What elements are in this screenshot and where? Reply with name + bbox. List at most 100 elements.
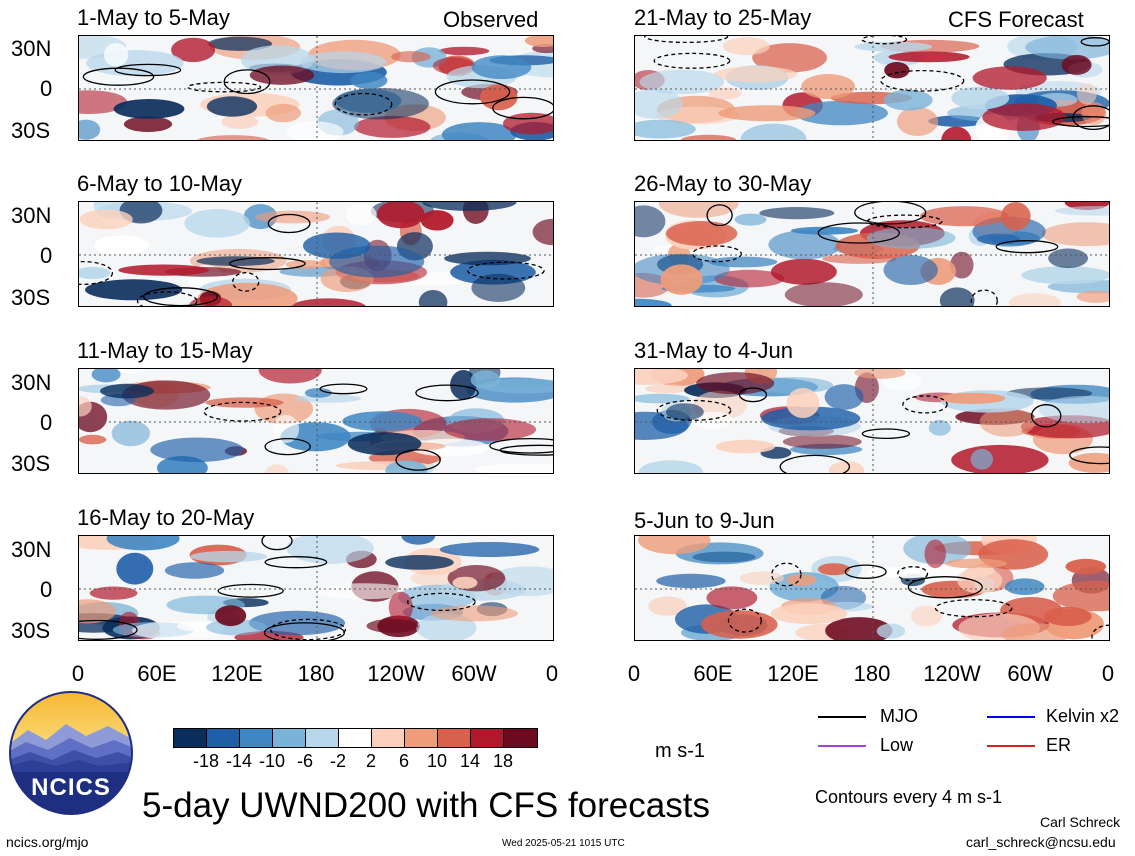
- mjo-contour: [727, 608, 762, 633]
- mjo-contour: [407, 592, 476, 612]
- anomaly-blob: [332, 88, 429, 120]
- anomaly-blob: [782, 434, 862, 449]
- mjo-contour: [434, 79, 511, 105]
- colorbar: [173, 728, 538, 748]
- contour-note: Contours every 4 m s-1: [815, 787, 1003, 807]
- anomaly-blob: [635, 119, 696, 139]
- anomaly-blob: [911, 605, 942, 627]
- legend-swatch-kelvin: [987, 716, 1035, 718]
- anomaly-blob: [1061, 54, 1092, 75]
- anomaly-blob: [103, 43, 129, 67]
- anomaly-blob: [740, 123, 807, 140]
- colorbar-swatch: [471, 729, 504, 747]
- colorbar-swatch: [504, 729, 537, 747]
- mjo-contour: [907, 576, 983, 599]
- y-tick-label: 30N: [11, 537, 52, 562]
- mjo-contour: [779, 454, 851, 473]
- map-panel: [78, 201, 554, 307]
- anomaly-blob: [316, 583, 411, 600]
- anomaly-blob: [945, 558, 1007, 569]
- anomaly-blob: [471, 55, 532, 80]
- y-tick-label: 30N: [11, 203, 52, 228]
- anomaly-blob: [1005, 578, 1045, 595]
- anomaly-blob: [866, 227, 956, 249]
- mjo-contour: [771, 562, 802, 587]
- anomaly-blob: [480, 84, 518, 111]
- anomaly-blob: [444, 418, 537, 441]
- main-title: 5-day UWND200 with CFS forecasts: [142, 786, 710, 825]
- anomaly-blob: [190, 550, 268, 563]
- anomaly-blob: [524, 36, 553, 47]
- mjo-contour: [114, 63, 182, 77]
- mjo-contour: [880, 69, 965, 92]
- panel-title: 26-May to 30-May: [634, 171, 812, 196]
- anomaly-blob: [79, 434, 107, 445]
- anomaly-blob: [470, 370, 501, 389]
- colorbar-swatch: [273, 729, 306, 747]
- anomaly-blob: [928, 419, 951, 436]
- anomaly-blob: [884, 62, 910, 79]
- mjo-contour: [82, 67, 155, 86]
- anomaly-blob: [924, 539, 946, 569]
- legend-swatch-mjo: [818, 716, 866, 718]
- mjo-contour: [136, 291, 198, 306]
- mjo-contour: [902, 395, 948, 414]
- anomaly-blob: [896, 107, 939, 136]
- colorbar-swatch: [405, 729, 438, 747]
- anomaly-blob: [794, 100, 888, 126]
- mjo-contour: [264, 556, 328, 569]
- anomaly-blob: [951, 444, 1049, 473]
- y-tick-label: 30N: [11, 36, 52, 61]
- panel-title: 11-May to 15-May: [77, 338, 253, 363]
- anomaly-blob: [739, 571, 785, 585]
- anomaly-blob: [635, 88, 683, 119]
- mjo-contour: [1051, 116, 1109, 128]
- anomaly-blob: [150, 437, 244, 463]
- anomaly-blob: [638, 536, 711, 555]
- anomaly-blob: [420, 210, 454, 231]
- mjo-contour: [861, 428, 911, 440]
- anomaly-blob: [450, 370, 477, 400]
- colorbar-label: -18: [192, 751, 220, 771]
- x-tick-label: 60E: [693, 661, 733, 686]
- colorbar-label: -14: [225, 751, 253, 771]
- anomaly-blob: [171, 37, 216, 63]
- colorbar-label: 14: [459, 751, 481, 771]
- anomaly-blob: [770, 258, 837, 285]
- anomaly-blob: [761, 406, 861, 431]
- anomaly-blob: [680, 134, 737, 140]
- anomaly-blob: [770, 603, 848, 625]
- legend-swatch-low: [818, 745, 866, 747]
- mjo-contour: [492, 96, 553, 120]
- colorbar-label: -10: [258, 751, 286, 771]
- mjo-contour: [644, 36, 729, 44]
- anomaly-blob: [635, 298, 672, 306]
- map-panel: [634, 201, 1110, 307]
- footer-email: carl_schreck@ncsu.edu: [966, 834, 1116, 850]
- anomaly-blob: [79, 209, 133, 230]
- anomaly-blob: [79, 266, 111, 280]
- anomaly-blob: [354, 115, 431, 138]
- anomaly-blob: [100, 383, 154, 399]
- anomaly-blob: [666, 403, 704, 421]
- anomaly-blob: [883, 89, 933, 111]
- anomaly-blob: [976, 233, 1021, 245]
- mjo-contour: [844, 564, 887, 579]
- anomaly-blob: [430, 605, 518, 622]
- x-tick-label: 180: [297, 661, 335, 686]
- anomaly-blob: [888, 51, 970, 63]
- x-tick-label: 0: [545, 661, 559, 686]
- anomaly-blob: [118, 264, 209, 276]
- colorbar-label: -6: [296, 751, 314, 771]
- anomaly-blob: [132, 621, 223, 640]
- x-tick-label: 120W: [367, 661, 425, 686]
- panel-title: 31-May to 4-Jun: [634, 338, 793, 363]
- map-panel: [634, 368, 1110, 474]
- mjo-contour: [269, 618, 347, 640]
- x-tick-label: 60W: [451, 661, 497, 686]
- anomaly-blob: [1038, 395, 1109, 424]
- anomaly-blob: [345, 203, 377, 226]
- map-panel: [78, 35, 554, 141]
- anomaly-blob: [89, 586, 138, 600]
- mjo-contour: [995, 240, 1059, 254]
